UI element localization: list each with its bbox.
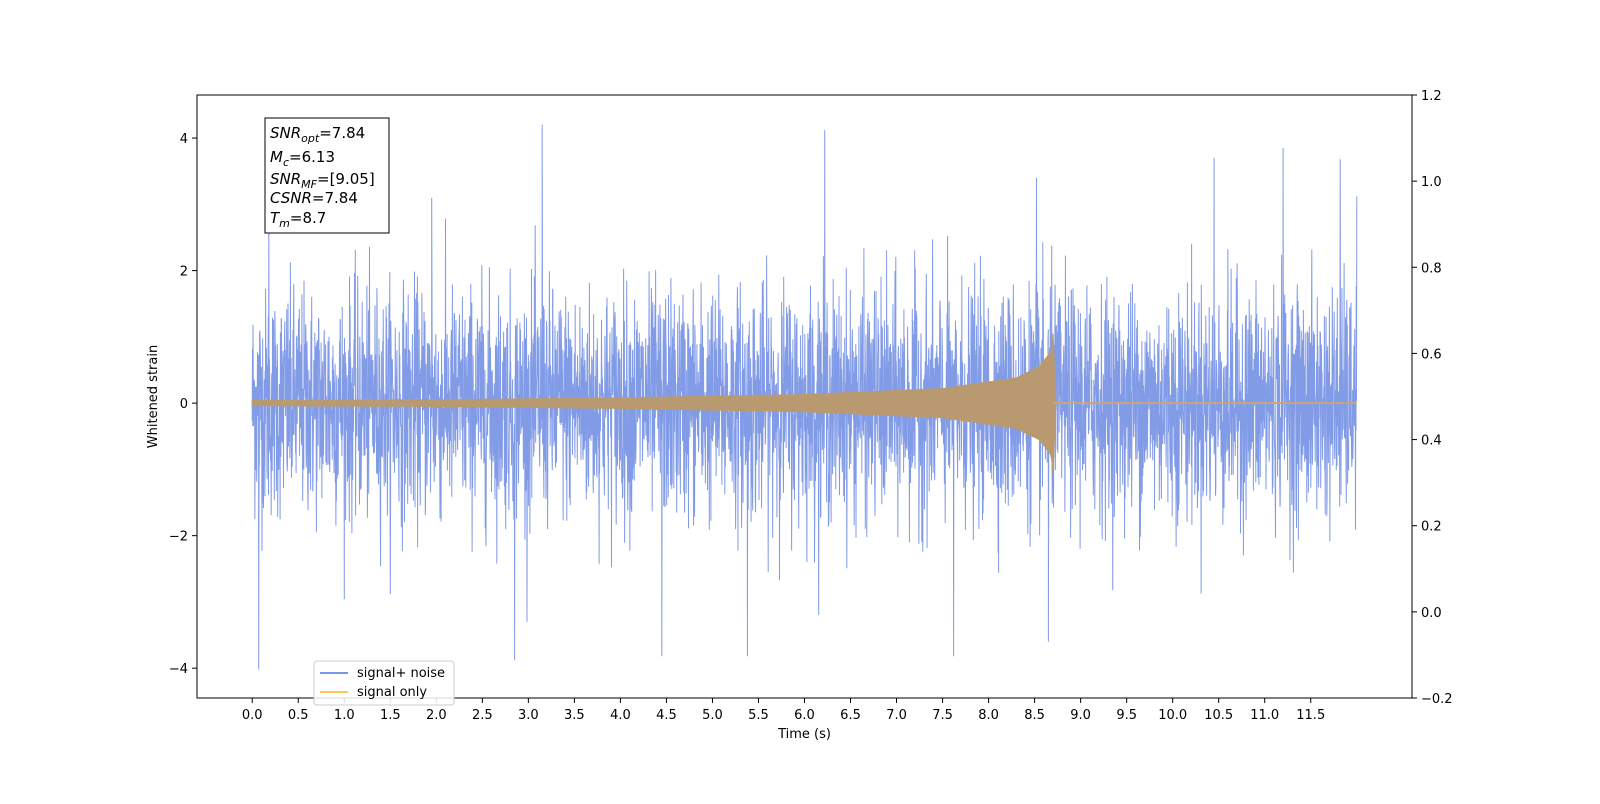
x-tick-label: 8.5 (1024, 708, 1045, 723)
x-tick-label: 7.0 (886, 708, 907, 723)
legend-label-signal-only: signal only (357, 685, 427, 700)
x-tick-label: 1.5 (380, 708, 401, 723)
y2-tick-label: 0.8 (1421, 261, 1442, 276)
y-tick-label: 0 (180, 397, 188, 412)
x-tick-label: 5.5 (748, 708, 769, 723)
y-axis-label: Whitened strain (146, 345, 161, 448)
annotation-line: CSNR=7.84 (270, 189, 358, 207)
y2-tick-label: 1.2 (1421, 89, 1442, 104)
y2-tick-label: 0.4 (1421, 434, 1442, 449)
x-tick-label: 0.0 (242, 708, 263, 723)
y2-tick-label: 1.0 (1421, 175, 1442, 190)
x-axis-ticks: 0.0 0.5 1.0 1.5 2.0 2.5 3.0 3.5 4.0 4.5 5.0 5.5 6.0 6… (242, 698, 1325, 723)
y2-axis-ticks: −0.2 0.0 0.2 0.4 0.6 0.8 1.0 1.2 (1412, 89, 1453, 707)
x-tick-label: 6.0 (794, 708, 815, 723)
series-layer (251, 124, 1358, 670)
y2-tick-label: −0.2 (1421, 692, 1453, 707)
x-tick-label: 9.0 (1070, 708, 1091, 723)
annotation-line: Mc=6.13 (270, 148, 335, 169)
x-tick-label: 0.5 (288, 708, 309, 723)
annotation-line: Tm=8.7 (270, 209, 326, 230)
x-axis-label: Time (s) (777, 727, 831, 742)
y-tick-label: −2 (169, 530, 188, 545)
x-tick-label: 7.5 (932, 708, 953, 723)
y-tick-label: 4 (180, 132, 188, 147)
x-tick-label: 11.5 (1296, 708, 1325, 723)
x-tick-label: 8.0 (978, 708, 999, 723)
x-tick-label: 1.0 (334, 708, 355, 723)
series-area-signal-only (251, 333, 1057, 473)
x-tick-label: 3.5 (564, 708, 585, 723)
annotation-line: SNRMF=[9.05] (270, 170, 375, 191)
x-tick-label: 10.5 (1204, 708, 1233, 723)
legend-label-signal-noise: signal+ noise (357, 666, 445, 681)
y2-tick-label: 0.0 (1421, 606, 1442, 621)
x-tick-label: 5.0 (702, 708, 723, 723)
y2-tick-label: 0.2 (1421, 520, 1442, 535)
x-tick-label: 2.0 (426, 708, 447, 723)
y-axis-ticks: −4 −2 0 2 4 (169, 132, 197, 677)
x-tick-label: 2.5 (472, 708, 493, 723)
x-tick-label: 10.0 (1158, 708, 1187, 723)
x-tick-label: 3.0 (518, 708, 539, 723)
annotation-line: SNRopt=7.84 (270, 124, 365, 145)
x-tick-label: 4.5 (656, 708, 677, 723)
x-tick-label: 11.0 (1250, 708, 1279, 723)
legend-frame (313, 660, 455, 706)
y-tick-label: −4 (169, 662, 188, 677)
x-tick-label: 9.5 (1116, 708, 1137, 723)
annotation-frame (264, 117, 390, 234)
y2-tick-label: 0.6 (1421, 347, 1442, 362)
y-tick-label: 2 (180, 265, 188, 280)
x-tick-label: 6.5 (840, 708, 861, 723)
series-line-signal-noise (251, 124, 1358, 670)
x-tick-label: 4.0 (610, 708, 631, 723)
legend: signal+ noise signal only (313, 660, 455, 706)
